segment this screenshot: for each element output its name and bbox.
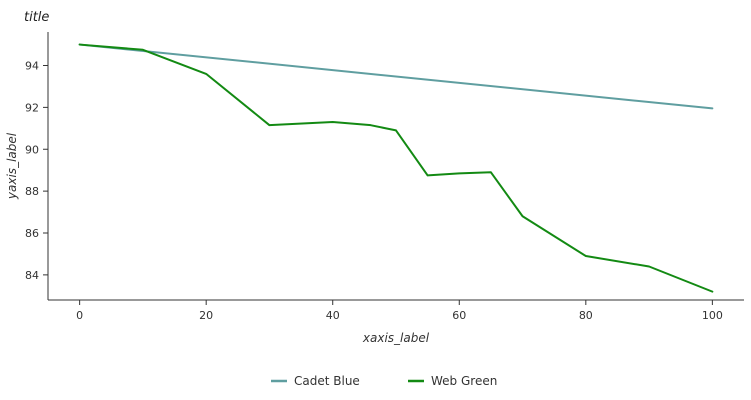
x-tick-label: 60 (452, 309, 466, 322)
y-tick-label: 90 (25, 143, 39, 156)
series-line-web-green (78, 43, 714, 293)
x-tick-label: 20 (199, 309, 213, 322)
x-axis-label: xaxis_label (362, 331, 430, 345)
legend: Cadet Blue Web Green (271, 374, 497, 388)
x-ticks: 0 20 40 60 80 100 (76, 300, 723, 322)
y-tick-label: 92 (25, 101, 39, 114)
chart-title: title (24, 10, 49, 25)
y-ticks: 84 86 88 90 92 94 (25, 60, 48, 282)
series-layer (78, 43, 714, 293)
legend-label-web-green: Web Green (431, 374, 497, 388)
x-tick-label: 0 (76, 309, 83, 322)
x-tick-label: 40 (326, 309, 340, 322)
y-tick-label: 86 (25, 227, 39, 240)
y-tick-label: 88 (25, 185, 39, 198)
series-line-cadet-blue (78, 43, 714, 110)
y-axis-label: yaxis_label (5, 132, 19, 200)
y-tick-label: 84 (25, 269, 39, 282)
legend-label-cadet-blue: Cadet Blue (294, 374, 360, 388)
x-tick-label: 100 (702, 309, 723, 322)
y-tick-label: 94 (25, 60, 39, 73)
x-tick-label: 80 (579, 309, 593, 322)
